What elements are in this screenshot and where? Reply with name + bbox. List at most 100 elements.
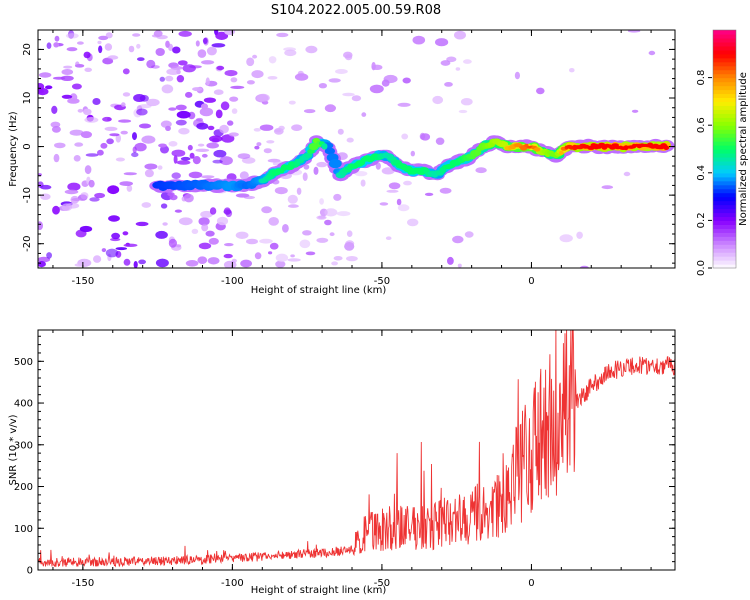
- noise-blob: [109, 133, 120, 137]
- noise-blob: [192, 156, 201, 165]
- noise-blob: [84, 117, 99, 123]
- noise-blob: [108, 215, 120, 222]
- noise-blob: [407, 218, 419, 227]
- noise-blob: [83, 108, 92, 116]
- noise-blob: [155, 48, 165, 56]
- noise-blob: [221, 134, 235, 143]
- noise-blob: [274, 187, 288, 195]
- noise-blob: [137, 57, 145, 61]
- noise-blob: [432, 95, 444, 105]
- noise-blob: [273, 127, 284, 135]
- noise-blob: [213, 89, 224, 95]
- noise-blob: [256, 142, 262, 147]
- noise-blob: [457, 263, 462, 268]
- noise-blob: [342, 92, 355, 97]
- noise-blob: [119, 181, 133, 187]
- colorbar-swatch: [713, 256, 736, 261]
- colorbar-swatch: [713, 133, 736, 138]
- noise-blob: [115, 247, 128, 251]
- snr-series-line: [38, 330, 675, 568]
- noise-blob: [202, 37, 208, 45]
- noise-blob: [71, 83, 82, 90]
- noise-blob: [324, 104, 336, 113]
- noise-blob: [207, 125, 215, 131]
- colorbar-swatch: [713, 232, 736, 237]
- noise-blob: [102, 116, 112, 122]
- noise-blob: [94, 192, 106, 199]
- noise-blob: [40, 193, 51, 200]
- ridge-blob: [307, 148, 315, 154]
- noise-blob: [631, 109, 639, 113]
- noise-blob: [230, 77, 238, 83]
- spectrogram-frame: [37, 29, 676, 269]
- noise-blob: [77, 41, 84, 45]
- noise-blob: [601, 185, 614, 190]
- noise-blob: [439, 187, 452, 194]
- noise-blob: [122, 231, 129, 236]
- noise-blob: [294, 73, 309, 81]
- y-tick-label: 0: [27, 566, 33, 577]
- noise-blob: [303, 164, 310, 170]
- colorbar-swatch: [713, 129, 736, 134]
- spectrogram-image: [38, 30, 675, 268]
- noise-blob: [175, 104, 187, 111]
- noise-blob: [155, 230, 168, 239]
- colorbar-swatch: [713, 137, 736, 142]
- noise-blob: [216, 216, 229, 226]
- noise-blob: [200, 210, 213, 218]
- noise-blob: [559, 234, 573, 243]
- noise-blob: [360, 179, 366, 187]
- colorbar-swatch: [713, 180, 736, 186]
- noise-blob: [133, 94, 146, 102]
- noise-blob: [80, 131, 92, 139]
- colorbar-tick-label: 0.2: [696, 212, 707, 228]
- noise-blob: [104, 126, 118, 131]
- colorbar-swatch: [713, 204, 736, 210]
- noise-blob: [139, 123, 151, 129]
- noise-blob: [237, 153, 251, 160]
- noise-blob: [206, 46, 217, 56]
- noise-blob: [160, 203, 168, 209]
- noise-blob: [51, 125, 61, 133]
- colorbar-swatch: [713, 164, 736, 170]
- noise-blob: [65, 33, 79, 39]
- noise-blob: [463, 59, 472, 64]
- noise-blob: [123, 172, 137, 176]
- noise-blob: [275, 253, 289, 262]
- noise-blob: [201, 103, 208, 110]
- colorbar-swatch: [713, 121, 736, 126]
- noise-blob: [223, 253, 233, 259]
- colorbar-swatch: [713, 65, 736, 71]
- noise-blob: [106, 138, 114, 145]
- noise-blob: [224, 30, 236, 36]
- colorbar-swatch: [713, 53, 736, 59]
- colorbar-swatch: [713, 81, 736, 87]
- noise-blob: [134, 142, 147, 152]
- noise-blob: [64, 189, 79, 195]
- noise-blob: [228, 132, 239, 137]
- noise-blob: [118, 119, 132, 123]
- noise-blob: [224, 243, 234, 247]
- noise-blob: [235, 231, 249, 239]
- noise-blob: [276, 32, 289, 38]
- noise-blob: [161, 84, 174, 94]
- noise-blob: [159, 76, 165, 82]
- x-tick-label: -150: [72, 578, 95, 589]
- y-tick-label: 20: [22, 43, 33, 56]
- noise-blob: [60, 75, 74, 82]
- colorbar-swatch: [713, 141, 736, 146]
- noise-blob: [79, 225, 93, 233]
- noise-blob: [209, 207, 217, 215]
- noise-blob: [185, 260, 199, 267]
- noise-blob: [88, 179, 95, 188]
- y-tick-label: 0: [22, 143, 33, 149]
- noise-blob: [316, 215, 327, 220]
- noise-blob: [74, 263, 86, 267]
- noise-blob: [259, 238, 273, 244]
- noise-blob: [346, 256, 358, 262]
- noise-blob: [168, 238, 177, 248]
- noise-blob: [256, 93, 270, 102]
- noise-blob: [197, 49, 207, 58]
- noise-blob: [514, 71, 521, 80]
